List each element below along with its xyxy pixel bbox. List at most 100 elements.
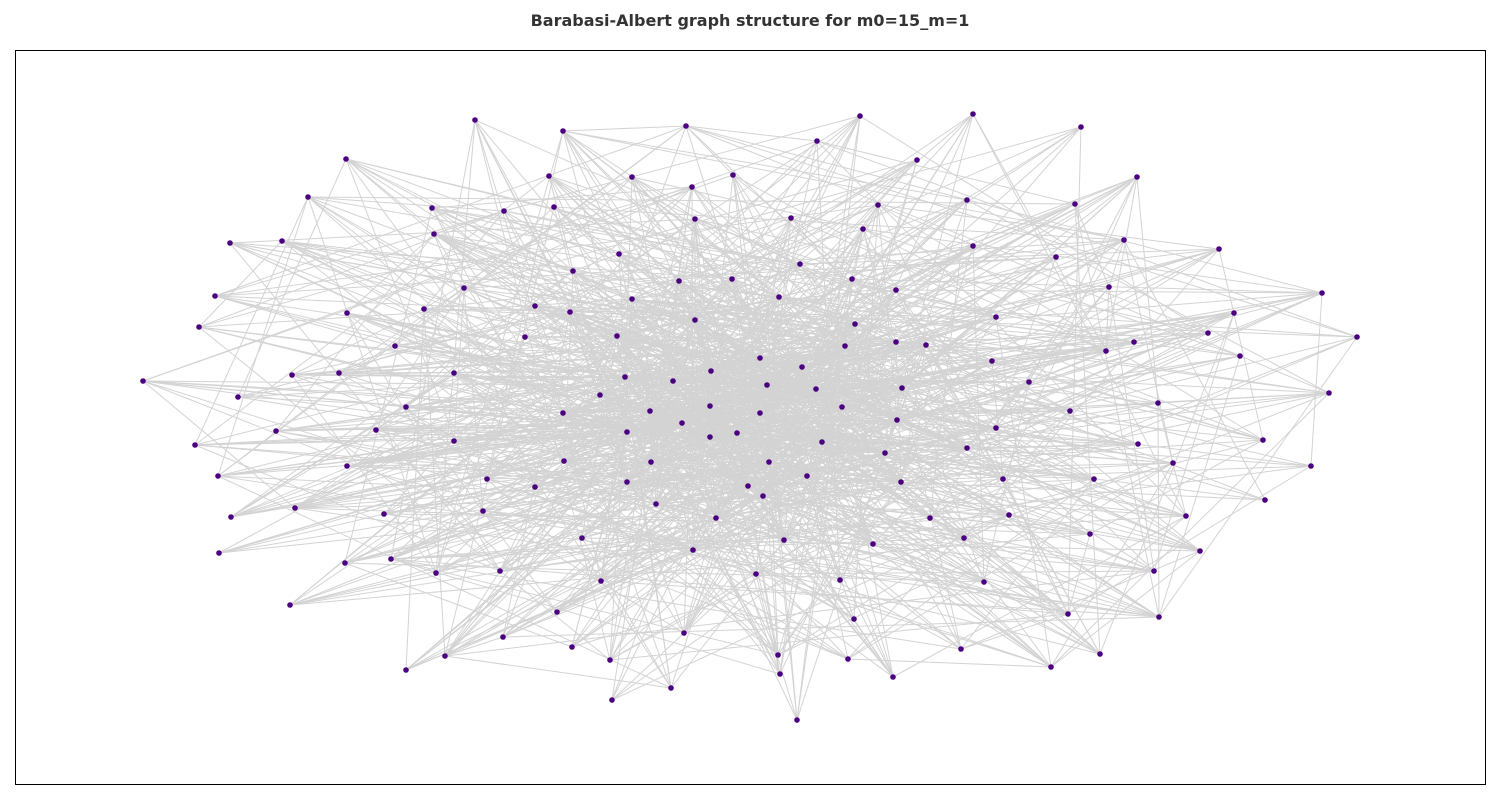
graph-edge	[375, 204, 879, 431]
graph-edge	[281, 240, 571, 313]
graph-edge	[281, 240, 628, 433]
graph-node	[1000, 476, 1006, 482]
graph-edge	[715, 344, 927, 519]
graph-edge	[534, 305, 672, 689]
graph-edge	[618, 253, 1266, 501]
graph-edge	[681, 341, 897, 424]
graph-edge	[901, 332, 1209, 389]
graph-edge	[548, 175, 628, 483]
graph-node	[692, 216, 698, 222]
graph-edge	[229, 218, 696, 244]
graph-edge	[649, 410, 898, 421]
graph-node	[570, 268, 576, 274]
graph-edge	[626, 481, 1069, 615]
graph-edge	[214, 210, 505, 297]
graph-node	[708, 368, 714, 374]
graph-edge	[650, 319, 696, 463]
graph-edge	[821, 332, 1209, 443]
graph-edge	[747, 419, 898, 487]
graph-edge	[925, 344, 1101, 655]
graph-edge	[275, 341, 897, 432]
graph-edge	[198, 210, 505, 328]
graph-edge	[960, 478, 1095, 650]
graph-edge	[486, 130, 564, 480]
graph-edge	[562, 366, 803, 414]
graph-edge	[294, 203, 1076, 509]
graph-edge	[214, 204, 879, 297]
graph-edge	[649, 410, 785, 541]
graph-node	[993, 314, 999, 320]
graph-node	[668, 685, 674, 691]
graph-node	[893, 339, 899, 345]
graph-edge	[390, 558, 781, 675]
graph-edge	[1310, 292, 1323, 467]
graph-edge	[631, 298, 1135, 343]
graph-node	[289, 372, 295, 378]
graph-edge	[569, 311, 683, 424]
graph-edge	[895, 341, 902, 483]
graph-edge	[624, 280, 680, 378]
graph-edge	[624, 376, 1071, 412]
graph-edge	[390, 436, 711, 560]
graph-edge	[631, 298, 927, 346]
graph-node	[860, 226, 866, 232]
graph-edge	[709, 436, 823, 443]
graph-node	[777, 671, 783, 677]
graph-edge	[502, 311, 571, 638]
graph-edge	[806, 475, 849, 660]
graph-edge	[762, 452, 886, 497]
graph-edge	[563, 460, 749, 487]
graph-node	[532, 303, 538, 309]
graph-edge	[600, 239, 1125, 582]
graph-node	[713, 515, 719, 521]
graph-edge	[405, 176, 633, 408]
graph-node	[1091, 476, 1097, 482]
graph-node	[857, 113, 863, 119]
graph-edge	[1067, 533, 1091, 615]
graph-node	[554, 609, 560, 615]
graph-node	[1026, 379, 1032, 385]
graph-edge	[563, 335, 618, 462]
graph-node	[653, 501, 659, 507]
graph-edge	[275, 430, 874, 545]
graph-edge	[895, 289, 1323, 294]
graph-edge	[281, 240, 780, 298]
graph-edge	[482, 510, 685, 634]
graph-node	[497, 568, 503, 574]
graph-node	[707, 403, 713, 409]
graph-edge	[563, 460, 849, 660]
graph-node	[344, 463, 350, 469]
graph-edge	[672, 380, 717, 519]
graph-node	[1087, 531, 1093, 537]
graph-edge	[217, 475, 672, 689]
graph-edge	[884, 248, 1220, 454]
graph-node	[624, 429, 630, 435]
graph-edge	[569, 311, 674, 382]
graph-edge	[390, 558, 779, 656]
graph-edge	[960, 550, 1201, 650]
graph-node	[215, 473, 221, 479]
graph-edge	[626, 481, 894, 678]
graph-edge	[1158, 355, 1241, 618]
graph-node	[914, 157, 920, 163]
graph-edge	[229, 242, 733, 280]
graph-node	[342, 560, 348, 566]
graph-edge	[685, 125, 1358, 338]
graph-edge	[844, 345, 898, 421]
graph-edge	[562, 412, 785, 541]
graph-edge	[599, 394, 628, 433]
graph-edge	[995, 316, 1052, 668]
graph-edge	[599, 394, 886, 454]
graph-edge	[844, 345, 1201, 552]
graph-edge	[694, 319, 886, 454]
graph-edge	[626, 447, 968, 483]
graph-edge	[655, 441, 823, 505]
graph-edge	[562, 125, 687, 132]
graph-edge	[747, 462, 1174, 487]
graph-node	[227, 240, 233, 246]
graph-edge	[631, 176, 1071, 412]
graph-edge	[847, 410, 1071, 660]
graph-edge	[1136, 176, 1159, 404]
graph-edge	[346, 312, 1160, 618]
graph-edge	[694, 218, 1209, 334]
